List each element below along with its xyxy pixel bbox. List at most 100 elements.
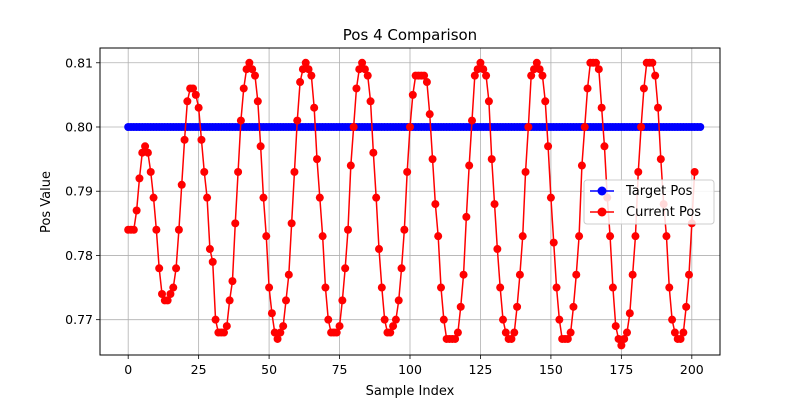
data-point-current-pos [391,315,400,324]
data-point-current-pos [422,78,431,87]
data-point-current-pos [606,232,615,241]
data-point-current-pos [569,302,578,311]
data-point-current-pos [375,245,383,254]
data-point-current-pos [479,65,488,74]
data-point-current-pos [623,328,631,337]
data-point-current-pos [141,142,150,151]
data-point-current-pos [203,193,212,202]
data-point-current-pos [527,71,536,80]
data-point-current-pos [341,264,350,273]
data-point-current-pos [456,302,465,311]
data-point-current-pos [654,103,662,112]
data-point-current-pos [513,302,522,311]
data-point-current-pos [259,193,268,202]
data-point-current-pos [205,245,214,254]
data-point-current-pos [369,148,378,157]
data-point-current-pos [245,58,254,67]
data-point-current-pos [530,65,538,74]
data-point-current-pos [296,78,305,87]
y-tick-label: 0.79 [65,184,93,199]
data-point-current-pos [668,315,677,324]
data-point-current-pos [451,334,460,343]
data-point-current-pos [465,161,474,170]
data-point-current-pos [372,193,381,202]
data-point-current-pos [220,328,228,337]
data-point-current-pos [490,200,499,209]
data-point-current-pos [172,264,181,273]
data-point-current-pos [352,84,361,93]
data-point-current-pos [563,334,572,343]
data-point-current-pos [403,167,412,176]
data-point-current-pos [191,90,200,99]
data-point-current-pos [332,328,341,337]
data-point-current-pos [251,71,259,80]
data-point-current-pos [487,155,496,164]
data-point-current-pos [572,270,581,279]
data-point-current-pos [183,97,192,106]
data-point-current-pos [363,71,372,80]
data-point-current-pos [690,167,699,176]
data-point-current-pos [211,315,220,324]
data-point-current-pos [346,161,355,170]
x-tick-label: 75 [332,362,348,377]
data-point-current-pos [310,103,319,112]
legend-label-target: Target Pos [625,184,693,199]
data-point-current-pos [174,225,183,234]
data-point-current-pos [532,58,541,67]
data-point-current-pos [406,123,414,131]
data-point-current-pos [248,65,257,74]
data-point-current-pos [439,315,448,324]
data-point-current-pos [200,167,209,176]
data-point-current-pos [535,65,544,74]
legend-marker-current [597,207,607,217]
data-point-current-pos [338,296,347,305]
data-point-current-pos [592,58,600,67]
data-point-current-pos [129,225,138,234]
data-point-current-pos [355,65,364,74]
data-point-current-pos [482,71,491,80]
data-point-current-pos [189,84,197,93]
data-point-current-pos [670,328,679,337]
data-point-current-pos [225,296,234,305]
data-point-current-pos [434,232,443,241]
data-point-current-pos [555,315,564,324]
series-layer [124,58,705,350]
data-point-current-pos [389,322,398,331]
data-point-current-pos [518,232,527,241]
data-point-current-pos [428,155,437,164]
data-point-current-pos [293,116,302,125]
data-point-current-pos [425,110,434,119]
data-point-current-pos [614,334,623,343]
data-point-current-pos [473,65,482,74]
data-point-current-pos [324,315,333,324]
data-point-current-pos [267,309,276,318]
data-point-current-pos [177,180,186,189]
data-point-current-pos [135,174,144,183]
data-point-current-pos [318,232,327,241]
data-point-current-pos [242,65,251,74]
data-point-current-pos [620,334,629,343]
data-point-current-pos [515,270,524,279]
data-point-current-pos [459,270,468,279]
data-point-current-pos [580,123,589,131]
data-point-current-pos [377,283,386,292]
data-point-current-pos [155,264,164,273]
data-point-current-pos [437,283,445,292]
data-point-current-pos [468,116,476,125]
data-point-current-pos [335,322,344,331]
data-point-current-pos [394,296,403,305]
data-point-current-pos [431,200,440,209]
x-tick-label: 175 [609,362,633,377]
data-point-current-pos [265,283,274,292]
y-tick-label: 0.80 [65,119,93,134]
data-point-current-pos [239,84,248,93]
data-point-current-pos [194,103,203,112]
data-point-current-pos [158,289,166,298]
data-point-current-pos [301,58,310,67]
data-point-current-pos [583,84,592,93]
data-point-current-pos [307,71,316,80]
data-point-current-pos [253,97,262,106]
data-point-current-pos [282,296,290,305]
data-point-current-pos [634,167,643,176]
